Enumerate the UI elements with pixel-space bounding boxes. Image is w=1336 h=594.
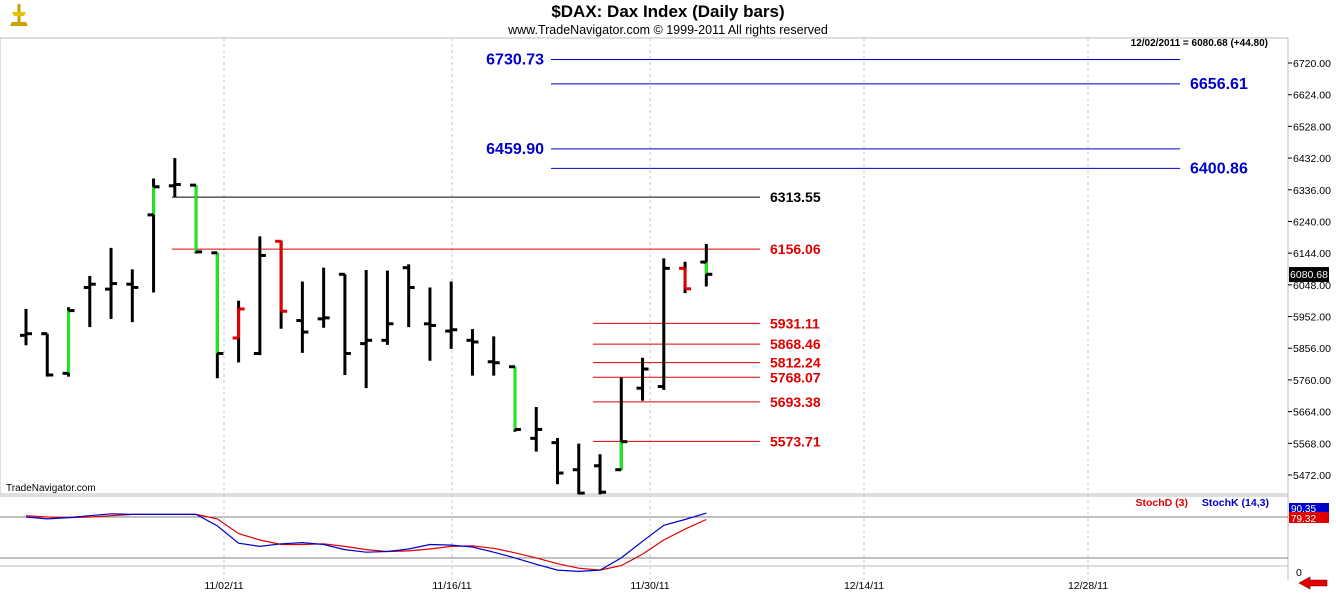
stoch-zero-label: 0 <box>1296 567 1302 579</box>
ohlc-bar <box>700 243 713 287</box>
ohlc-bar <box>551 438 564 485</box>
ohlc-bar <box>445 281 458 349</box>
ohlc-bar <box>487 336 500 376</box>
ohlc-bar <box>296 281 309 353</box>
chart-title: $DAX: Dax Index (Daily bars) <box>551 2 784 21</box>
price-levels: 6730.73 6656.61 6459.90 6400.86 6313.55 6156.… <box>172 51 1248 449</box>
last-price-label: 6080.68 <box>1290 269 1328 281</box>
ohlc-bar <box>466 329 479 376</box>
price-tick-label: 5952.00 <box>1293 312 1331 324</box>
stochd-last-badge <box>1289 512 1329 523</box>
watermark: TradeNavigator.com <box>6 483 96 494</box>
date-tick-label: 11/30/11 <box>630 580 669 592</box>
ohlc-bar <box>190 183 203 254</box>
level-label: 5573.71 <box>770 433 821 449</box>
level-label: 6313.55 <box>770 189 821 205</box>
price-tick-label: 6240.00 <box>1293 216 1331 228</box>
level-label: 6400.86 <box>1190 160 1248 177</box>
logo-icon <box>6 4 32 30</box>
level-label: 5868.46 <box>770 336 821 352</box>
price-tick-label: 6720.00 <box>1293 58 1331 70</box>
last-info: 12/02/2011 = 6080.68 (+44.80) <box>1131 38 1268 49</box>
stochk-legend: StochK (14,3) <box>1202 497 1269 509</box>
ohlc-bar <box>253 236 266 356</box>
date-tick-label: 11/02/11 <box>204 580 243 592</box>
stochastic-pane: StochD (3) StochK (14,3) 90.35 79.32 0 <box>0 497 1329 579</box>
price-tick-label: 5856.00 <box>1293 343 1331 355</box>
stochk-last-label: 90.35 <box>1291 504 1316 515</box>
ohlc-bar <box>105 247 118 319</box>
level-label: 5931.11 <box>770 315 820 331</box>
ohlc-bar <box>402 264 415 328</box>
last-price-badge: 6080.68 <box>1289 267 1329 283</box>
level-label: 6730.73 <box>486 51 544 68</box>
price-tick-label: 6048.00 <box>1293 280 1331 292</box>
date-tick-label: 12/28/11 <box>1068 580 1108 592</box>
ohlc-bar <box>572 443 585 495</box>
price-tick-label: 6624.00 <box>1293 90 1331 102</box>
ohlc-bar <box>168 158 181 197</box>
level-label: 5812.24 <box>770 355 821 371</box>
scroll-left-arrow-icon[interactable] <box>1298 576 1328 590</box>
date-axis: 11/02/11 11/16/11 11/30/11 12/14/11 12/28/11 <box>204 580 1108 592</box>
price-tick-label: 5664.00 <box>1293 407 1331 419</box>
price-tick-label: 6528.00 <box>1293 121 1331 133</box>
ohlc-bar <box>657 258 670 390</box>
price-tick-label: 6432.00 <box>1293 153 1331 165</box>
level-label: 5768.07 <box>770 369 821 385</box>
ohlc-bar <box>147 178 160 293</box>
stochd-line <box>25 513 707 571</box>
stochk-line <box>25 512 707 573</box>
ohlc-bar <box>636 357 649 401</box>
stochd-legend: StochD (3) <box>1136 497 1189 509</box>
chart-subtitle: www.TradeNavigator.com © 1999-2011 All r… <box>507 23 828 37</box>
ohlc-bar <box>41 332 54 377</box>
date-tick-label: 11/16/11 <box>432 580 471 592</box>
price-tick-label: 5760.00 <box>1293 375 1331 387</box>
ohlc-bar <box>679 261 692 294</box>
ohlc-bar <box>83 275 96 328</box>
level-label: 5693.38 <box>770 394 821 410</box>
ohlc-bar <box>126 269 139 323</box>
plot-frame <box>0 37 1289 580</box>
price-bars <box>20 158 713 495</box>
ohlc-bar <box>615 377 628 472</box>
ohlc-bar <box>530 406 543 452</box>
ohlc-bar <box>338 272 351 375</box>
price-tick-label: 5472.00 <box>1293 470 1331 482</box>
gridlines <box>223 38 1089 580</box>
ohlc-bar <box>275 239 288 329</box>
level-label: 6156.06 <box>770 241 821 257</box>
level-label: 6459.90 <box>486 141 544 158</box>
ohlc-bar <box>594 454 607 495</box>
ohlc-bar <box>20 308 32 346</box>
stochk-last-badge <box>1289 503 1329 514</box>
stochd-last-label: 79.32 <box>1291 514 1316 525</box>
ohlc-bar <box>360 269 373 389</box>
ohlc-bar <box>381 270 394 345</box>
ohlc-bar <box>62 307 75 377</box>
ohlc-bar <box>232 300 245 363</box>
price-axis: 6720.00 6624.00 6528.00 6432.00 6336.00 6240.… <box>1288 58 1331 482</box>
ohlc-bar <box>423 287 436 361</box>
price-tick-label: 6144.00 <box>1293 248 1331 260</box>
price-tick-label: 5568.00 <box>1293 438 1331 450</box>
ohlc-bar <box>211 251 224 379</box>
level-label: 6656.61 <box>1190 76 1248 93</box>
price-tick-label: 6336.00 <box>1293 185 1331 197</box>
date-tick-label: 12/14/11 <box>844 580 884 592</box>
ohlc-bar <box>317 267 330 328</box>
ohlc-bar <box>508 365 521 432</box>
